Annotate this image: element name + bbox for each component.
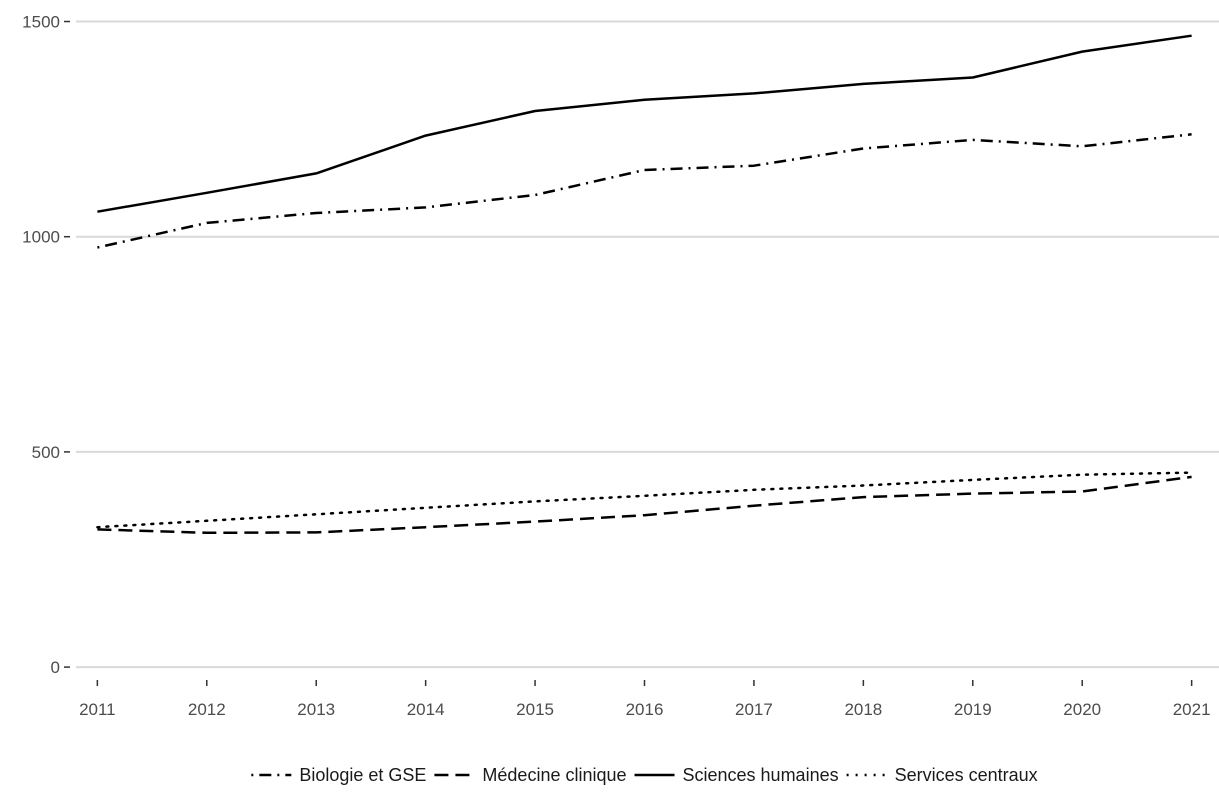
series-line-sciences-humaines [97,34,1192,213]
series-line-biologie-et-gse [97,133,1192,249]
y-tick-label: 0 [51,658,60,677]
x-tick-label: 2011 [79,700,116,719]
legend-label: Biologie et GSE [299,765,426,785]
gridlines [76,20,1219,669]
series-lines [96,34,1194,535]
data-point [1080,473,1084,477]
legend-label: Sciences humaines [683,765,839,785]
axes: 0 500 1000 1500 2011 2012 2013 2014 2015 2016 2017… [22,13,1210,719]
y-tick-label: 1500 [22,13,60,32]
series-line-services-centraux [96,471,1193,529]
x-tick-label: 2015 [516,700,554,719]
legend-label: Médecine clinique [482,765,626,785]
x-tick-label: 2014 [407,700,445,719]
x-tick-label: 2018 [844,700,882,719]
data-point [533,520,537,524]
legend-label: Services centraux [895,765,1038,785]
data-point [1190,471,1194,475]
x-tick-label: 2019 [954,700,992,719]
series-line-m-decine-clinique [97,475,1192,535]
x-tick-label: 2013 [297,700,335,719]
y-tick-label: 1000 [22,228,60,247]
x-tick-label: 2021 [1173,700,1211,719]
y-tick-label: 500 [32,443,60,462]
legend: Biologie et GSE Médecine clinique Sciences… [251,765,1038,785]
x-tick-label: 2017 [735,700,773,719]
data-point [1080,144,1084,148]
x-tick-label: 2012 [188,700,226,719]
data-point [424,506,428,510]
data-point [971,492,975,496]
x-tick-label: 2020 [1063,700,1101,719]
x-tick-label: 2016 [626,700,664,719]
